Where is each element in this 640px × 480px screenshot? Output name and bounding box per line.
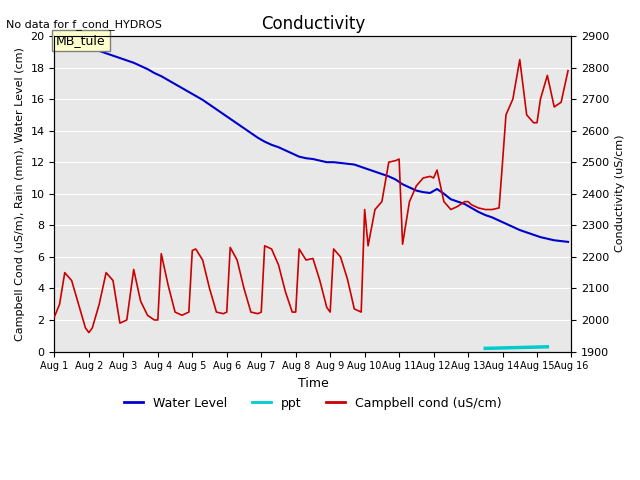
Text: No data for f_cond_HYDROS: No data for f_cond_HYDROS [6,19,163,30]
Title: Conductivity: Conductivity [261,15,365,33]
Y-axis label: Conductivity (uS/cm): Conductivity (uS/cm) [615,135,625,252]
Legend: Water Level, ppt, Campbell cond (uS/cm): Water Level, ppt, Campbell cond (uS/cm) [119,392,507,415]
Y-axis label: Campbell Cond (uS/m), Rain (mm), Water Level (cm): Campbell Cond (uS/m), Rain (mm), Water L… [15,47,25,341]
Text: MB_tule: MB_tule [56,34,106,47]
X-axis label: Time: Time [298,377,328,390]
